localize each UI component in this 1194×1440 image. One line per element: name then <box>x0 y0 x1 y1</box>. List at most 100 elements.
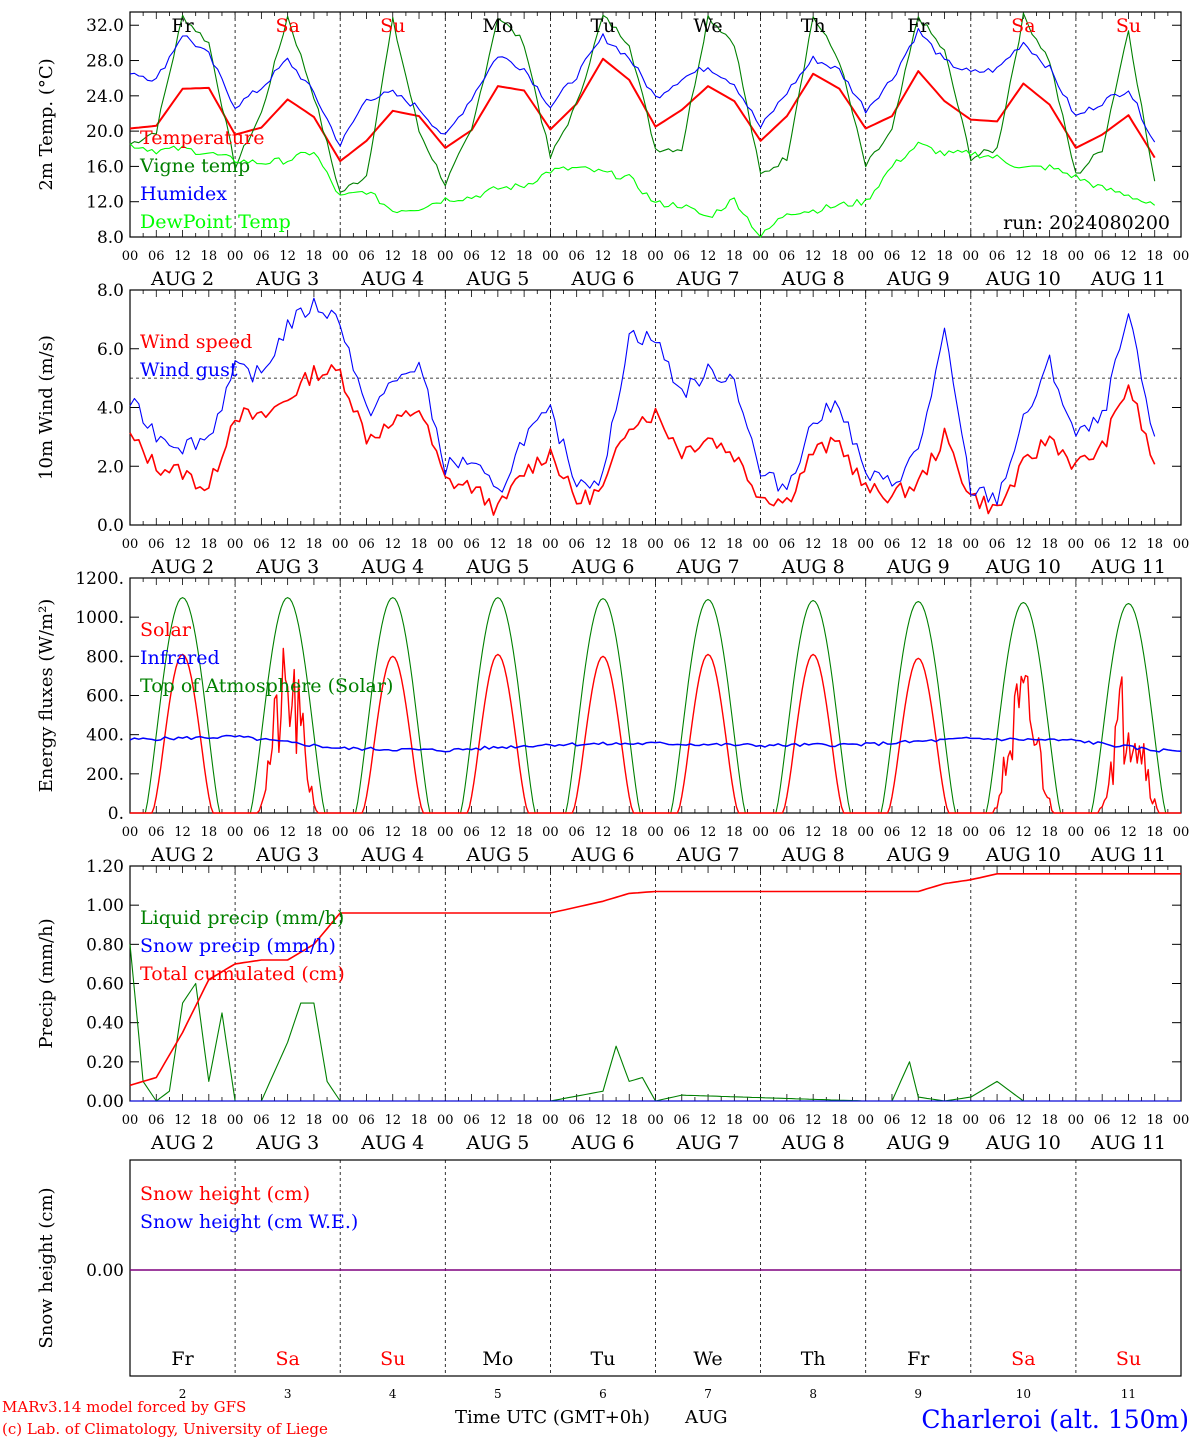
date-label: AUG 11 <box>1090 556 1166 578</box>
hour-label: 18 <box>201 537 218 552</box>
hour-label: 18 <box>306 537 323 552</box>
day-number: 10 <box>1016 1387 1031 1401</box>
y-axis-label: 2m Temp. (°C) <box>36 58 57 190</box>
hour-label: 00 <box>542 537 559 552</box>
hour-label: 18 <box>726 537 743 552</box>
hour-label: 00 <box>857 537 874 552</box>
hour-label: 18 <box>936 249 953 264</box>
hour-label: 12 <box>279 1113 296 1128</box>
hour-label: 18 <box>1041 1113 1058 1128</box>
weekday-label: Su <box>1116 1348 1141 1370</box>
date-label: AUG 9 <box>886 556 950 578</box>
hour-label: 06 <box>358 249 375 264</box>
date-label: AUG 9 <box>886 268 950 290</box>
hour-label: 18 <box>306 249 323 264</box>
hour-label: 06 <box>148 537 165 552</box>
date-label: AUG 11 <box>1090 1132 1166 1154</box>
weekday-label: Th <box>801 1348 826 1370</box>
date-label: AUG 8 <box>781 268 845 290</box>
hour-label: 06 <box>253 825 270 840</box>
y-axis-label: Energy fluxes (W/m²) <box>36 599 57 793</box>
hour-label: 00 <box>122 537 139 552</box>
hour-label: 12 <box>490 1113 507 1128</box>
y-tick-label: 0.60 <box>86 975 124 995</box>
date-label: AUG 2 <box>150 844 214 866</box>
date-label: AUG 5 <box>465 556 529 578</box>
hour-label: 06 <box>568 825 585 840</box>
hour-label: 12 <box>1015 1113 1032 1128</box>
hour-label: 18 <box>831 825 848 840</box>
station-name: Charleroi (alt. 150m) <box>921 1405 1189 1434</box>
hour-label: 18 <box>201 825 218 840</box>
hour-label: 18 <box>201 1113 218 1128</box>
hour-label: 12 <box>490 249 507 264</box>
hour-label: 12 <box>910 1113 927 1128</box>
date-label: AUG 5 <box>465 844 529 866</box>
legend-entry: Wind speed <box>140 331 252 353</box>
weekday-label: Sa <box>1011 1348 1035 1370</box>
date-label: AUG 2 <box>150 1132 214 1154</box>
date-label: AUG 4 <box>360 556 424 578</box>
hour-label: 12 <box>595 1113 612 1128</box>
y-tick-label: 0.00 <box>86 1092 124 1112</box>
hour-label: 00 <box>1173 825 1190 840</box>
hour-label: 06 <box>779 1113 796 1128</box>
hour-label: 18 <box>831 249 848 264</box>
date-label: AUG 7 <box>676 268 740 290</box>
hour-label: 12 <box>279 825 296 840</box>
y-tick-label: 20.0 <box>86 122 124 142</box>
legend-entry: Infrared <box>140 647 220 669</box>
y-tick-label: 0.0 <box>97 516 124 536</box>
hour-label: 06 <box>1094 825 1111 840</box>
hour-label: 00 <box>647 1113 664 1128</box>
hour-label: 00 <box>437 1113 454 1128</box>
hour-label: 06 <box>463 1113 480 1128</box>
hour-label: 00 <box>963 1113 980 1128</box>
day-number: 9 <box>914 1387 922 1401</box>
hour-label: 06 <box>989 1113 1006 1128</box>
hour-label: 12 <box>1015 249 1032 264</box>
hour-label: 18 <box>201 249 218 264</box>
y-tick-label: 0.40 <box>86 1014 124 1034</box>
hour-label: 06 <box>779 249 796 264</box>
hour-label: 06 <box>253 537 270 552</box>
hour-label: 00 <box>1068 825 1085 840</box>
hour-label: 00 <box>122 825 139 840</box>
hour-label: 00 <box>542 249 559 264</box>
hour-label: 18 <box>1146 825 1163 840</box>
hour-label: 00 <box>332 1113 349 1128</box>
legend-entry: Vigne temp <box>139 155 250 177</box>
y-tick-label: 1.20 <box>86 857 124 877</box>
hour-label: 12 <box>174 1113 191 1128</box>
legend-entry: Snow height (cm) <box>140 1183 310 1205</box>
hour-label: 12 <box>1120 537 1137 552</box>
hour-label: 06 <box>463 537 480 552</box>
date-label: AUG 3 <box>255 268 319 290</box>
date-label: AUG 10 <box>985 844 1061 866</box>
month-label: AUG <box>684 1407 728 1428</box>
series-line <box>129 297 1156 506</box>
hour-label: 00 <box>227 249 244 264</box>
hour-label: 00 <box>437 825 454 840</box>
hour-label: 12 <box>490 825 507 840</box>
y-tick-label: 400. <box>86 726 124 746</box>
y-tick-label: 8.0 <box>97 228 124 248</box>
panel-1: 8.0 12.0 16.0 20.0 24.0 28.0 32.0 2m Temp. (°C)… <box>36 11 1189 290</box>
time-axis-title: Time UTC (GMT+0h) <box>455 1407 650 1428</box>
hour-label: 00 <box>752 825 769 840</box>
hour-label: 12 <box>1015 537 1032 552</box>
y-tick-label: 1200. <box>75 569 124 589</box>
date-label: AUG 4 <box>360 844 424 866</box>
y-tick-label: 1.00 <box>86 896 124 916</box>
day-number: 7 <box>704 1387 712 1401</box>
legend-entry: DewPoint Temp <box>140 211 291 233</box>
hour-label: 12 <box>595 537 612 552</box>
y-tick-label: 800. <box>86 647 124 667</box>
hour-label: 12 <box>595 249 612 264</box>
hour-label: 12 <box>384 537 401 552</box>
date-label: AUG 2 <box>150 556 214 578</box>
weekday-label: Fr <box>171 15 194 37</box>
hour-label: 00 <box>437 537 454 552</box>
date-label: AUG 9 <box>886 1132 950 1154</box>
legend-entry: Liquid precip (mm/h) <box>140 907 344 929</box>
